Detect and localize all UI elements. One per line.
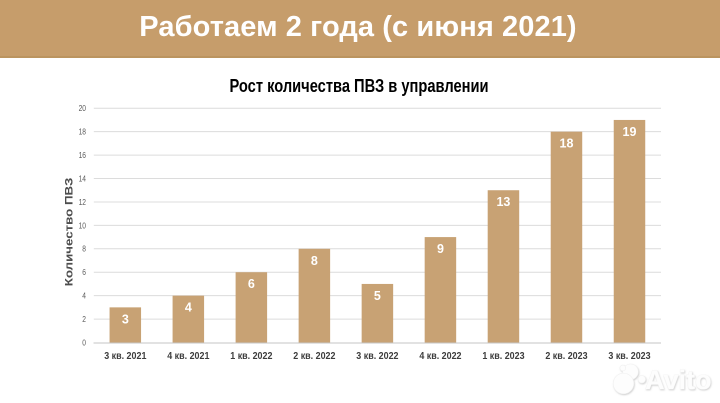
svg-text:4 кв. 2022: 4 кв. 2022	[419, 351, 462, 362]
svg-text:2 кв. 2023: 2 кв. 2023	[545, 351, 588, 362]
svg-text:3 кв. 2021: 3 кв. 2021	[104, 351, 147, 362]
svg-text:6: 6	[248, 277, 255, 291]
svg-text:2: 2	[82, 315, 86, 324]
svg-text:18: 18	[79, 128, 86, 137]
svg-text:14: 14	[79, 174, 87, 183]
svg-text:4: 4	[185, 301, 192, 315]
svg-text:12: 12	[79, 198, 86, 207]
svg-text:5: 5	[374, 289, 381, 303]
svg-text:1 кв. 2022: 1 кв. 2022	[230, 351, 273, 362]
svg-text:16: 16	[79, 151, 86, 160]
svg-text:3: 3	[122, 312, 129, 326]
svg-text:19: 19	[623, 125, 637, 139]
svg-text:4 кв. 2021: 4 кв. 2021	[167, 351, 210, 362]
svg-text:6: 6	[82, 268, 86, 277]
svg-text:9: 9	[437, 242, 444, 256]
svg-text:13: 13	[496, 195, 510, 209]
svg-text:8: 8	[82, 245, 86, 254]
svg-text:10: 10	[79, 221, 87, 230]
svg-text:8: 8	[311, 254, 318, 268]
svg-text:20: 20	[79, 104, 87, 113]
svg-text:2 кв. 2022: 2 кв. 2022	[293, 351, 336, 362]
svg-text:Avito: Avito	[645, 365, 712, 395]
svg-text:3 кв. 2022: 3 кв. 2022	[356, 351, 399, 362]
svg-text:3 кв. 2023: 3 кв. 2023	[608, 351, 651, 362]
svg-text:Количество ПВЗ: Количество ПВЗ	[64, 178, 76, 287]
svg-text:1 кв. 2023: 1 кв. 2023	[482, 351, 525, 362]
svg-text:4: 4	[82, 292, 86, 301]
svg-text:Рост количества ПВЗ в управлен: Рост количества ПВЗ в управлении	[230, 76, 489, 96]
svg-text:0: 0	[82, 338, 86, 347]
svg-text:18: 18	[560, 137, 574, 151]
